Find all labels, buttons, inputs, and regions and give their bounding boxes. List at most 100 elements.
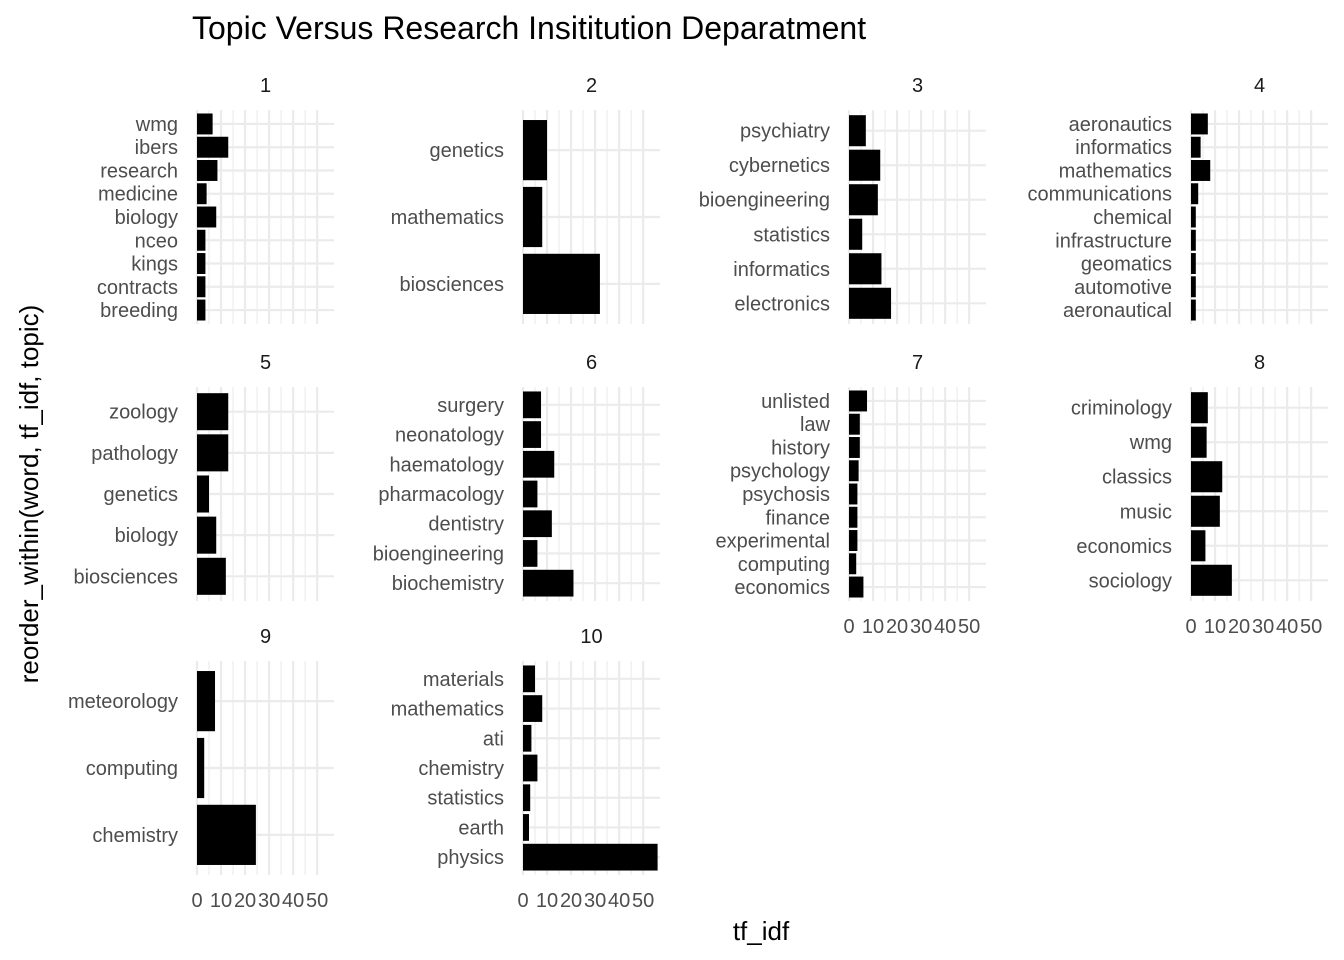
category-label: ati xyxy=(483,728,504,750)
bar-infrastructure xyxy=(1191,229,1196,251)
bar-computing xyxy=(197,737,205,799)
bar-genetics xyxy=(197,475,210,513)
category-label: wmg xyxy=(135,114,178,136)
category-label: unlisted xyxy=(761,391,830,413)
category-label: psychosis xyxy=(742,484,830,506)
category-label: computing xyxy=(738,554,830,576)
facet-panels: 1wmgibersresearchmedicinebiologynceoking… xyxy=(68,75,1328,912)
x-tick-label: 20 xyxy=(560,890,582,912)
facet-strip-label: 4 xyxy=(1254,75,1265,97)
category-label: pathology xyxy=(91,443,178,465)
bar-cybernetics xyxy=(849,149,881,181)
category-label: classics xyxy=(1102,467,1172,489)
category-label: automotive xyxy=(1074,277,1172,299)
bar-informatics xyxy=(849,253,882,285)
bar-unlisted xyxy=(849,390,868,412)
bar-statistics xyxy=(849,218,863,250)
facet-panel-7: 7 unlistedlawhistorypsychologypsychosisfi… xyxy=(715,352,986,638)
bar-law xyxy=(849,413,860,435)
category-label: biosciences xyxy=(73,566,178,588)
bar-criminology xyxy=(1191,392,1208,424)
category-label: chemical xyxy=(1093,207,1172,229)
category-label: mathematics xyxy=(1059,160,1172,182)
category-label: aeronautical xyxy=(1063,300,1172,322)
facet-strip-label: 5 xyxy=(260,352,271,374)
bar-experimental xyxy=(849,530,858,551)
category-label: finance xyxy=(766,507,831,529)
category-label: biology xyxy=(115,525,178,547)
category-label: haematology xyxy=(389,454,504,476)
category-label: economics xyxy=(1076,536,1172,558)
x-tick-label: 40 xyxy=(282,890,304,912)
facet-panel-10: 10 materials mathematics ati chemistry statis… xyxy=(391,626,660,912)
x-tick-label: 30 xyxy=(1252,616,1274,638)
category-label: informatics xyxy=(733,259,830,281)
category-label: psychiatry xyxy=(740,121,830,143)
bar-wmg xyxy=(1191,426,1207,458)
category-label: breeding xyxy=(100,300,178,322)
x-tick-label: 40 xyxy=(608,890,630,912)
category-label: computing xyxy=(86,758,178,780)
bar-biology xyxy=(197,206,217,228)
bar-economics xyxy=(849,576,864,598)
bar-earth xyxy=(523,814,530,841)
category-label: biosciences xyxy=(399,274,504,296)
bar-genetics xyxy=(523,120,548,181)
bar-geomatics xyxy=(1191,253,1196,274)
category-label: geomatics xyxy=(1081,254,1172,276)
category-label: kings xyxy=(131,254,178,276)
bar-biology xyxy=(197,516,217,554)
category-label: earth xyxy=(458,817,504,839)
x-tick-label: 10 xyxy=(210,890,232,912)
chart-title: Topic Versus Research Insititution Depar… xyxy=(192,10,866,46)
bar-mathematics xyxy=(523,186,543,248)
bar-biosciences xyxy=(523,253,600,314)
x-tick-label: 50 xyxy=(1300,616,1322,638)
x-tick-label: 50 xyxy=(958,616,980,638)
facet-panel-9: 9 meteorology computing chemistry 0 10 20 30 40 5… xyxy=(68,626,334,912)
category-label: biochemistry xyxy=(392,573,504,595)
bar-meteorology xyxy=(197,671,216,732)
bar-chemistry xyxy=(197,804,256,865)
x-tick-label: 20 xyxy=(234,890,256,912)
category-label: neonatology xyxy=(395,425,504,447)
category-label: chemistry xyxy=(92,825,178,847)
bar-computing xyxy=(849,553,857,575)
category-label: economics xyxy=(734,577,830,599)
bar-communications xyxy=(1191,183,1199,205)
bar-zoology xyxy=(197,393,229,431)
category-label: surgery xyxy=(437,395,504,417)
facet-strip-label: 6 xyxy=(586,352,597,374)
bar-mathematics xyxy=(523,695,543,722)
x-tick-label: 10 xyxy=(536,890,558,912)
facet-panel-8: 8 criminology wmg classics music economics soc… xyxy=(1071,352,1328,638)
bar-wmg xyxy=(197,113,213,135)
category-label: genetics xyxy=(104,484,179,506)
y-axis-title: reorder_within(word, tf_idf, topic) xyxy=(14,305,44,684)
bar-electronics xyxy=(849,287,892,319)
bar-statistics xyxy=(523,784,531,812)
bar-contracts xyxy=(197,276,206,298)
bar-biosciences xyxy=(197,557,226,595)
bar-chemical xyxy=(1191,206,1196,228)
bar-classics xyxy=(1191,461,1223,493)
x-axis-title: tf_idf xyxy=(733,916,790,946)
x-tick-label: 0 xyxy=(843,616,854,638)
bar-materials xyxy=(523,665,536,693)
facet-strip-label: 7 xyxy=(912,352,923,374)
bar-medicine xyxy=(197,183,207,205)
bar-automotive xyxy=(1191,276,1196,298)
x-tick-label: 20 xyxy=(1228,616,1250,638)
category-label: meteorology xyxy=(68,691,178,713)
category-label: experimental xyxy=(715,531,830,553)
category-label: music xyxy=(1120,501,1172,523)
bar-bioengineering xyxy=(849,184,878,216)
facet-strip-label: 8 xyxy=(1254,352,1265,374)
category-label: communications xyxy=(1027,184,1172,206)
category-label: aeronautics xyxy=(1069,114,1172,136)
category-label: statistics xyxy=(427,788,504,810)
facet-panel-6: 6 surgery neonatology haematology pharmacolo… xyxy=(373,352,660,601)
category-label: mathematics xyxy=(391,207,504,229)
bar-sociology xyxy=(1191,564,1232,596)
